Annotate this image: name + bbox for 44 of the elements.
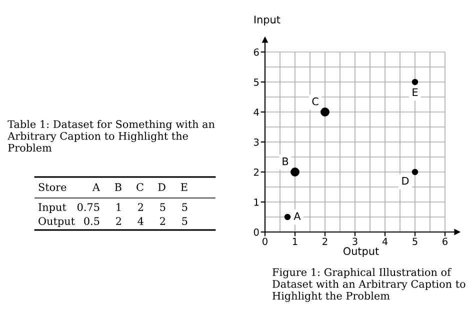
- x-tick-label: 5: [412, 238, 418, 246]
- category-label: E: [180, 183, 188, 191]
- annotation: A: [294, 212, 301, 220]
- text: 4: [138, 217, 144, 225]
- text: 2: [138, 203, 143, 211]
- category-label: C: [136, 183, 144, 192]
- y-tick-label: 4: [254, 108, 259, 116]
- x-tick-label: 6: [442, 238, 448, 246]
- x-tick-label: 4: [382, 238, 388, 245]
- category-label: D: [158, 183, 166, 191]
- category-label: B: [114, 183, 122, 191]
- annotation: D: [402, 177, 409, 185]
- y-tick-label: 6: [254, 48, 259, 56]
- point: [284, 214, 291, 220]
- x-tick-label: 0: [262, 238, 268, 246]
- x-tick-label: 1: [292, 238, 298, 245]
- text: Table 1: Dataset for Something with an Arbitrary Caption to Highlight the Problem: [8, 120, 215, 152]
- y-tick-label: 2: [254, 168, 258, 176]
- text: 5: [160, 203, 166, 212]
- text: 0.75: [77, 203, 100, 212]
- x-tick-label: 2: [322, 238, 328, 245]
- y-tick-label: 0: [254, 228, 259, 236]
- category-label: Output: [38, 217, 75, 228]
- y-tick-label: 3: [254, 138, 259, 146]
- annotation: C: [312, 97, 318, 106]
- point: [412, 168, 418, 176]
- y-tick-label: 5: [254, 78, 259, 86]
- text: 5: [182, 217, 188, 226]
- text: Store: [38, 183, 66, 192]
- text: 5: [182, 203, 188, 212]
- y-tick-label: 1: [254, 198, 259, 206]
- category-label: Input: [38, 203, 66, 214]
- point: [412, 78, 418, 86]
- x-tick-label: 3: [352, 238, 358, 246]
- category-label: A: [92, 183, 100, 191]
- text: 2: [160, 217, 165, 225]
- text: 2: [116, 217, 121, 225]
- caption: Figure 1: Graphical Illustration of Dataset with an Arbitrary Caption to Highlight the Problem: [272, 268, 466, 302]
- x-axis-title: Output: [343, 247, 379, 258]
- y-axis-title: Input: [254, 16, 280, 26]
- annotation: B: [282, 158, 288, 166]
- annotation: E: [412, 88, 418, 96]
- text: 1: [116, 203, 121, 211]
- text: 0.5: [84, 217, 100, 226]
